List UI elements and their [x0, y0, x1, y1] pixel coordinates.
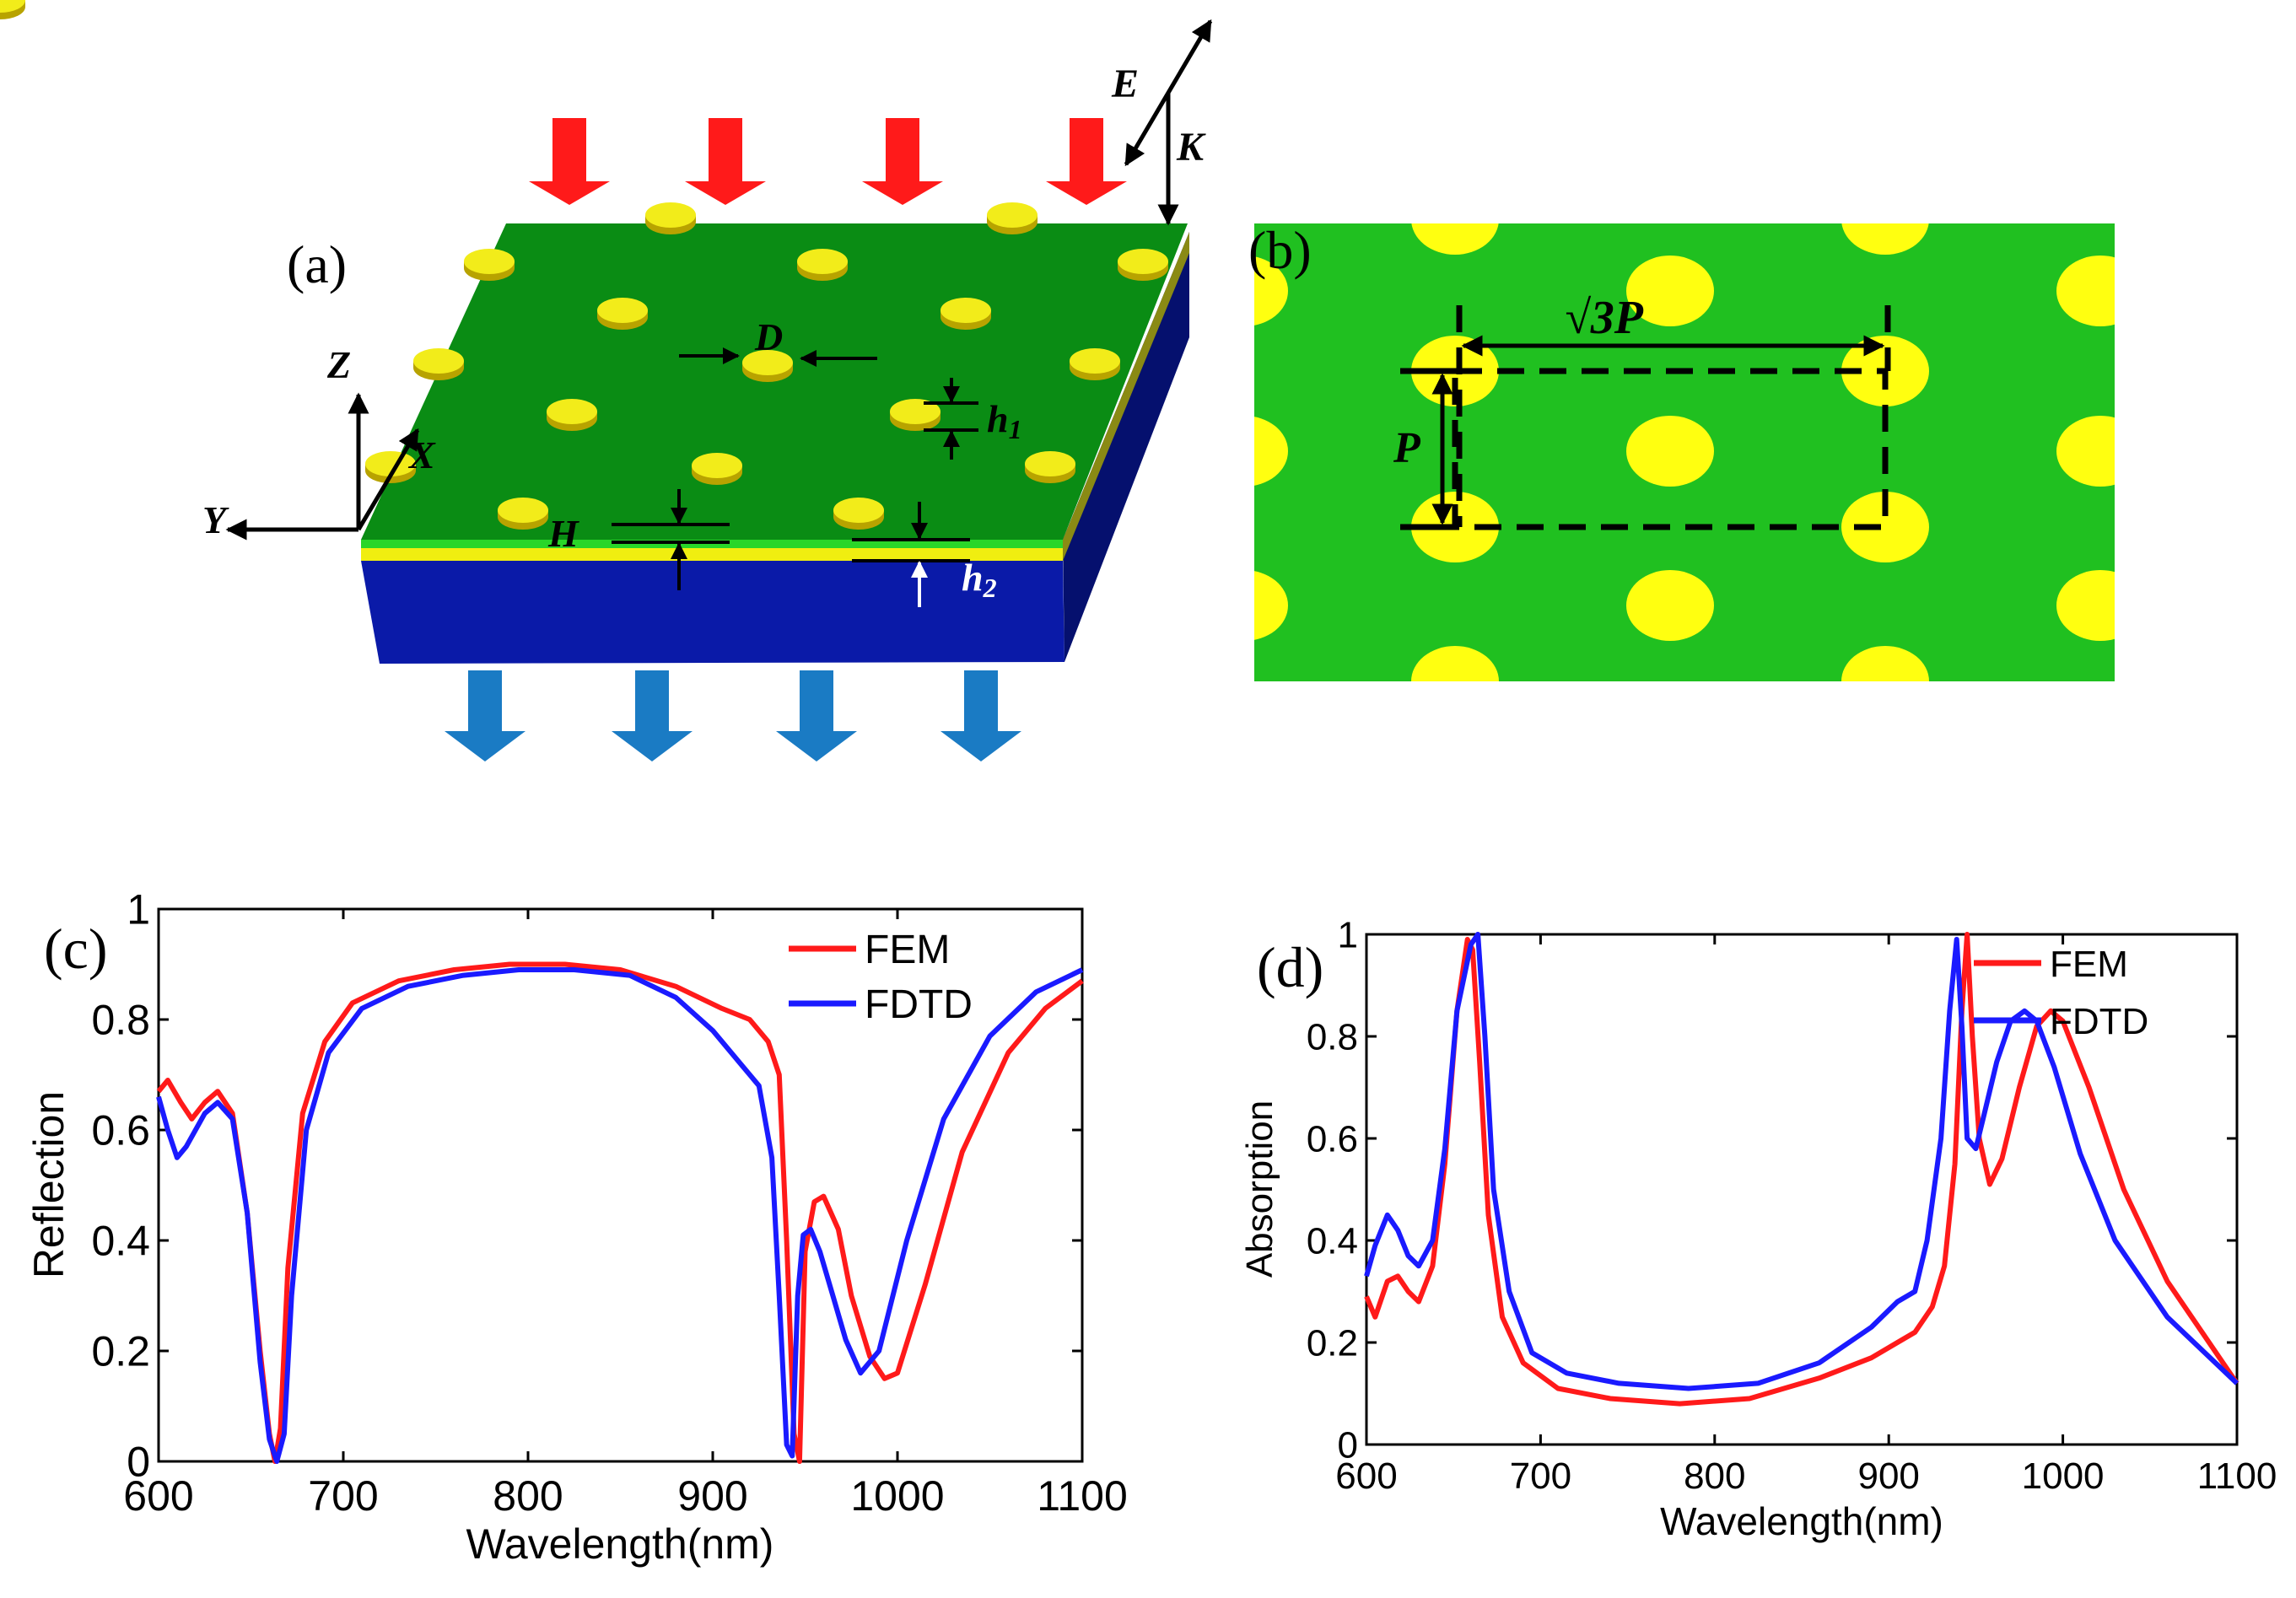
chart-d-series-fem [1364, 932, 2239, 1407]
panel-d-label: (d) [1257, 935, 1323, 999]
chart-d-xtick-label: 600 [1335, 1455, 1397, 1497]
substrate-front-face [361, 561, 1064, 664]
label-sqrt3P: √3P [1565, 292, 1644, 344]
chart-d-ylabel: Absorption [1239, 1100, 1280, 1278]
chart-d-ytick-label: 1 [1338, 914, 1358, 955]
chart-d-xlabel: Wavelength(nm) [1660, 1499, 1943, 1543]
chart-c-ytick-label: 1 [127, 886, 150, 934]
chart-c-ytick-label: 0.4 [91, 1218, 150, 1265]
label-P: P [1393, 424, 1421, 472]
coordinate-axes: Z X Y [202, 343, 436, 541]
transmitted-light-arrows [445, 670, 1021, 761]
chart-c-plot-area [157, 907, 1084, 1463]
legend-d-fem-label: FEM [2050, 944, 2128, 985]
chart-c-ytick-label: 0.6 [91, 1107, 150, 1154]
substrate-side-face [1063, 232, 1189, 662]
chart-d-legend: FEM FDTD [1974, 944, 2148, 1042]
chart-d-ytick-label: 0.6 [1307, 1118, 1358, 1159]
panel-b-label: (b) [1248, 220, 1312, 280]
chart-d-xtick-label: 700 [1510, 1455, 1571, 1497]
chart-d-series-fdtd [1364, 932, 2239, 1391]
panel-d-absorption-chart: (d) 600 700 800 900 1000 1100 0 0.2 0.4 0.6 0.8 1 W… [1239, 914, 2277, 1543]
chart-c-ytick-label: 0 [127, 1439, 150, 1486]
legend-c-fdtd-label: FDTD [865, 982, 973, 1027]
label-h2: h2 [962, 556, 997, 603]
axis-label-Z: Z [326, 343, 351, 386]
top-view-particles [1254, 223, 2115, 681]
chart-c-xtick-label: 900 [677, 1472, 747, 1520]
panel-c-label: (c) [44, 917, 107, 981]
panel-a-structure-3d: E K D h1 H h2 Z X Y (a) [0, 0, 1213, 761]
chart-d-plot-area [1365, 933, 2239, 1446]
panel-c-reflection-chart: (c) 600 700 800 900 1000 1100 0 0.2 0.4 0.6 0.8 1 W… [25, 886, 1128, 1568]
label-K: K [1176, 125, 1206, 169]
chart-c-series [156, 961, 1084, 1464]
label-D: D [754, 315, 783, 358]
axis-label-X: X [407, 433, 436, 476]
chart-c-xlabel: Wavelength(nm) [466, 1520, 774, 1568]
chart-c-xtick-label: 700 [308, 1472, 378, 1520]
chart-d-xtick-label: 800 [1684, 1455, 1745, 1497]
axis-label-Y: Y [202, 498, 229, 541]
legend-d-fdtd-label: FDTD [2050, 1001, 2148, 1042]
unit-cell-outline [1452, 368, 1889, 530]
chart-c-ytick-label: 0.2 [91, 1328, 150, 1375]
chart-c-series-fdtd [156, 967, 1084, 1464]
chart-c-xtick-label: 800 [493, 1472, 563, 1520]
chart-c-xtick-label: 1000 [850, 1472, 944, 1520]
chart-c-xtick-label: 1100 [1037, 1472, 1128, 1520]
chart-c-xtick-label: 600 [123, 1472, 193, 1520]
chart-c-legend: FEM FDTD [789, 928, 973, 1027]
legend-c-fem-label: FEM [865, 928, 950, 972]
chart-d-ytick-label: 0.4 [1307, 1220, 1358, 1262]
label-E: E [1111, 62, 1139, 106]
chart-d-xtick-label: 900 [1857, 1455, 1919, 1497]
gold-particles [0, 0, 1168, 530]
label-H: H [547, 512, 579, 555]
chart-d-ytick-label: 0 [1338, 1424, 1358, 1466]
spacer-layer-edge [1063, 232, 1189, 561]
chart-c-ytick-label: 0.8 [91, 997, 150, 1044]
chart-d-ticks: 600 700 800 900 1000 1100 0 0.2 0.4 0.6 0.8 1 [1307, 914, 2277, 1497]
panel-a-label: (a) [287, 234, 347, 294]
panel-b-top-view: √3P P (b) [1248, 220, 2115, 681]
chart-d-ytick-label: 0.8 [1307, 1016, 1358, 1057]
label-h1: h1 [987, 397, 1022, 444]
chart-d-xtick-label: 1100 [2197, 1455, 2277, 1497]
chart-d-xtick-label: 1000 [2022, 1455, 2105, 1497]
chart-c-ylabel: Reflection [25, 1091, 73, 1278]
chart-d-ytick-label: 0.2 [1307, 1322, 1358, 1364]
chart-c-ticks: 600 700 800 900 1000 1100 0 0.2 0.4 0.6 0.8 1 [91, 886, 1127, 1520]
incident-light-arrows [529, 118, 1127, 205]
chart-d-series [1364, 932, 2239, 1407]
